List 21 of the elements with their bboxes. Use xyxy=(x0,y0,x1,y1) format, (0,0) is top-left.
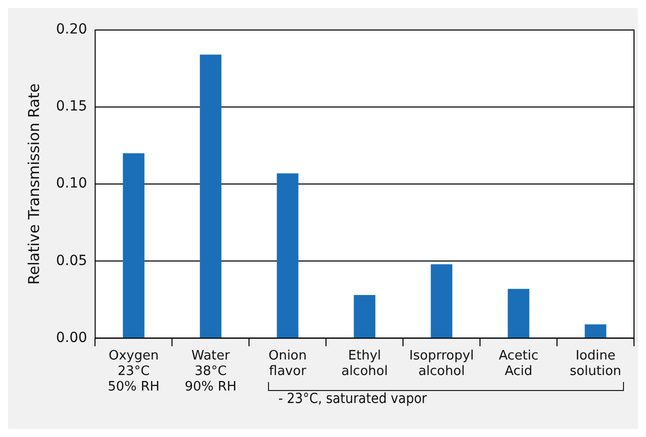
bar xyxy=(276,173,298,338)
bar xyxy=(354,295,376,338)
y-tick-label: 0.00 xyxy=(56,330,88,346)
y-tick-label: 0.15 xyxy=(56,98,88,115)
x-tick-label: Acetic Acid xyxy=(498,348,538,379)
text: - 23°C, saturated vapor xyxy=(278,391,427,408)
bar xyxy=(200,54,222,338)
y-tick-label: 0.05 xyxy=(56,252,88,269)
bar xyxy=(122,153,144,338)
x-tick-label: Ethyl alcohol xyxy=(341,348,388,379)
x-tick-label: Onion flavor xyxy=(268,348,307,379)
bar xyxy=(430,264,452,338)
y-tick-label: 0.20 xyxy=(56,22,88,38)
x-tick-label: Isoprropyl alcohol xyxy=(409,348,474,379)
x-tick-label: Oxygen 23°C 50% RH xyxy=(108,348,160,395)
bar xyxy=(584,324,606,338)
y-axis-title: Relative Transmission Rate xyxy=(24,83,43,285)
x-tick-label: Water 38°C 90% RH xyxy=(184,348,237,395)
x-tick-label: Iodine solution xyxy=(570,348,622,379)
y-tick-label: 0.10 xyxy=(56,176,88,192)
bar xyxy=(508,288,530,338)
